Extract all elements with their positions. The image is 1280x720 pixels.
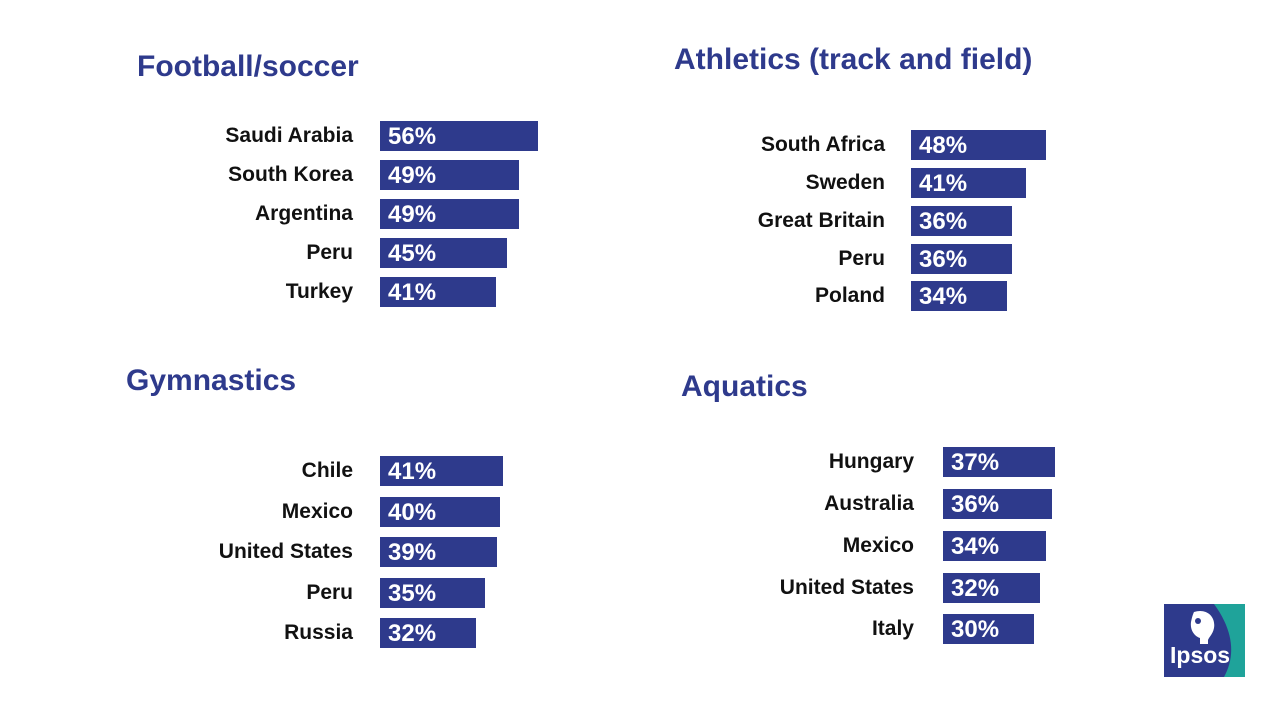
value-label: 36% (919, 208, 968, 235)
bar-row: Italy 30% (0, 614, 1280, 644)
ipsos-head-icon (1190, 604, 1245, 677)
category-label: Turkey (285, 280, 353, 303)
bar-row: Peru 35% (0, 578, 1280, 608)
value-label: 35% (388, 580, 437, 607)
bar-row: United States 32% (0, 573, 1280, 603)
bar-row: Peru 36% (0, 244, 1280, 274)
category-label: Mexico (842, 534, 914, 557)
category-label: Hungary (828, 450, 914, 473)
bar-row: Poland 34% (0, 281, 1280, 311)
category-label: Russia (284, 621, 353, 644)
value-label: 36% (951, 491, 1000, 518)
value-label: 49% (388, 201, 437, 228)
category-label: Great Britain (757, 209, 885, 232)
bar-row: Australia 36% (0, 489, 1280, 519)
bar: 32% (943, 573, 1040, 603)
value-label: 41% (919, 170, 968, 197)
bar-row: Peru 45% (0, 238, 1280, 268)
bar-row: Sweden 41% (0, 168, 1280, 198)
value-label: 40% (388, 499, 437, 526)
value-label: 48% (919, 132, 968, 159)
category-label: Italy (871, 617, 914, 640)
bar: 32% (380, 618, 476, 648)
bar: 56% (380, 121, 538, 151)
value-label: 37% (951, 449, 1000, 476)
category-label: Australia (824, 492, 914, 515)
category-label: South Korea (228, 163, 353, 186)
bar: 37% (943, 447, 1055, 477)
bar: 41% (380, 456, 503, 486)
category-label: Chile (301, 459, 353, 482)
bar: 48% (911, 130, 1046, 160)
bar: 30% (943, 614, 1034, 644)
value-label: 41% (388, 458, 437, 485)
bar-row: South Korea 49% (0, 160, 1280, 190)
bar-row: Chile 41% (0, 456, 1280, 486)
category-label: United States (218, 540, 353, 563)
category-label: Sweden (805, 171, 885, 194)
category-label: Saudi Arabia (225, 124, 353, 147)
chart-title: Aquatics (681, 370, 808, 403)
value-label: 34% (919, 283, 968, 310)
bar-row: South Africa 48% (0, 130, 1280, 160)
category-label: Peru (306, 241, 353, 264)
chart-title: Football/soccer (137, 50, 359, 83)
bar: 45% (380, 238, 507, 268)
bar: 36% (911, 244, 1012, 274)
bar: 41% (911, 168, 1026, 198)
category-label: Mexico (281, 500, 353, 523)
logo-text: Ipsos (1170, 642, 1231, 668)
value-label: 39% (388, 539, 437, 566)
bar-row: Mexico 34% (0, 531, 1280, 561)
bar: 40% (380, 497, 500, 527)
bar-row: Great Britain 36% (0, 206, 1280, 236)
bar: 34% (911, 281, 1007, 311)
value-label: 32% (951, 575, 1000, 602)
bar: 34% (943, 531, 1046, 561)
bar-row: Turkey 41% (0, 277, 1280, 307)
bar: 35% (380, 578, 485, 608)
bar: 49% (380, 160, 519, 190)
bar-row: United States 39% (0, 537, 1280, 567)
value-label: 49% (388, 162, 437, 189)
bar-row: Argentina 49% (0, 199, 1280, 229)
category-label: Peru (306, 581, 353, 604)
value-label: 34% (951, 533, 1000, 560)
category-label: Peru (838, 247, 885, 270)
bar: 36% (943, 489, 1052, 519)
ipsos-logo: Ipsos (1164, 604, 1245, 677)
bar-row: Saudi Arabia 56% (0, 121, 1280, 151)
bar: 39% (380, 537, 497, 567)
bar: 49% (380, 199, 519, 229)
bar: 41% (380, 277, 496, 307)
value-label: 30% (951, 616, 1000, 643)
chart-title: Athletics (track and field) (674, 43, 1033, 76)
bar-row: Hungary 37% (0, 447, 1280, 477)
value-label: 45% (388, 240, 437, 267)
value-label: 56% (388, 123, 437, 150)
chart-title: Gymnastics (126, 364, 297, 397)
value-label: 32% (388, 620, 437, 647)
category-label: United States (779, 576, 914, 599)
bar-row: Mexico 40% (0, 497, 1280, 527)
category-label: Argentina (254, 202, 353, 225)
bar: 36% (911, 206, 1012, 236)
category-label: Poland (814, 284, 885, 307)
value-label: 36% (919, 246, 968, 273)
bar-row: Russia 32% (0, 618, 1280, 648)
value-label: 41% (388, 279, 437, 306)
category-label: South Africa (760, 133, 885, 156)
